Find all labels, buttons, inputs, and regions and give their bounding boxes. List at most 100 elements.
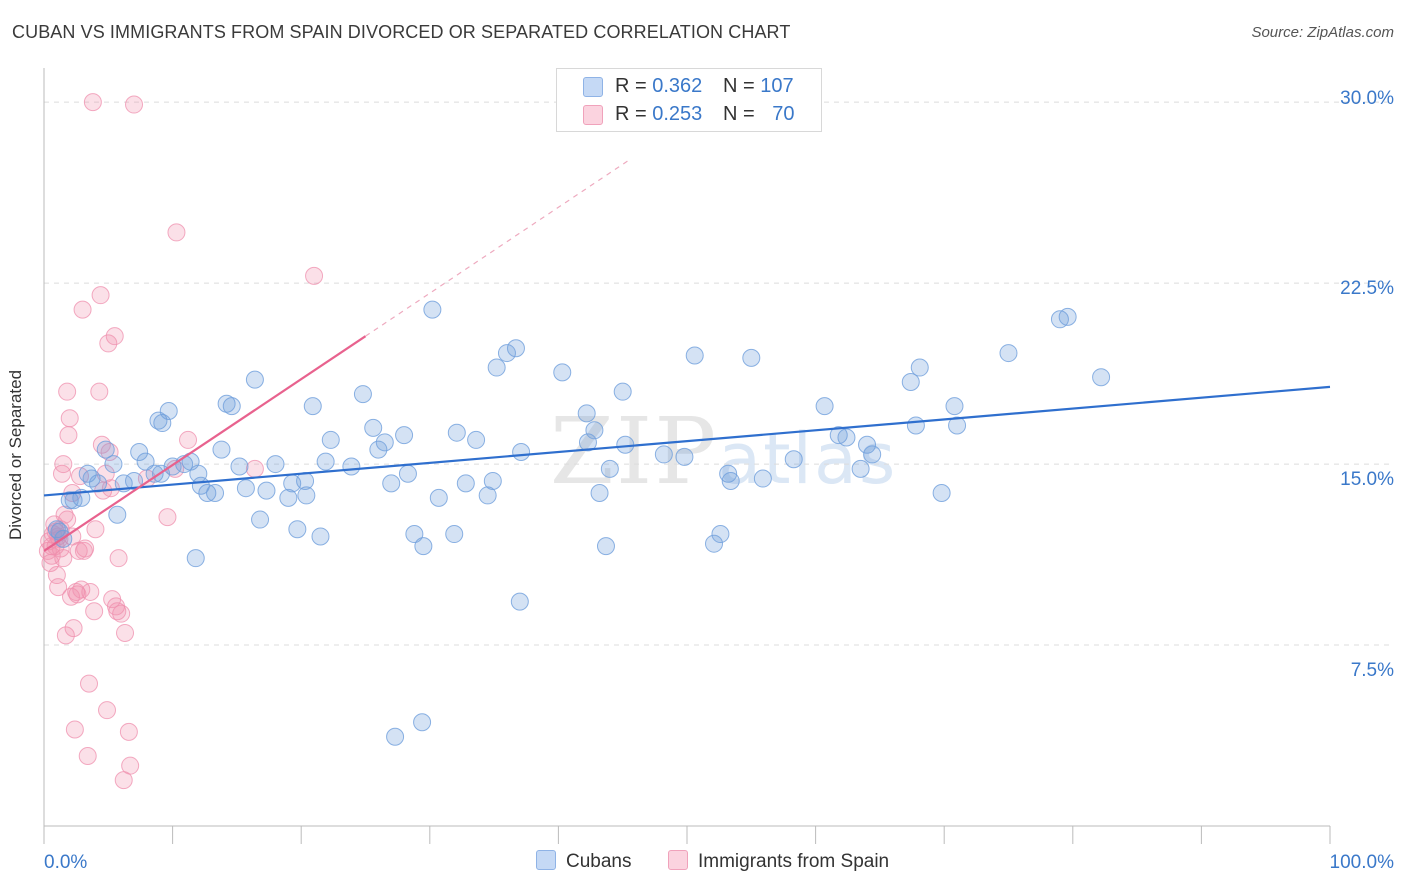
spain-point bbox=[65, 720, 84, 739]
spain-point bbox=[76, 539, 95, 558]
spain-point bbox=[105, 327, 124, 346]
cuban-point bbox=[64, 491, 83, 510]
spain-point bbox=[116, 623, 135, 642]
cuban-point bbox=[413, 713, 432, 732]
cuban-point bbox=[311, 527, 330, 546]
spain-point bbox=[91, 286, 110, 305]
cuban-point bbox=[711, 525, 730, 544]
cuban-point bbox=[189, 464, 208, 483]
cuban-point bbox=[784, 450, 803, 469]
cuban-point bbox=[159, 401, 178, 420]
cuban-point bbox=[136, 452, 155, 471]
cuban-point bbox=[447, 423, 466, 442]
spain-trend-extension bbox=[365, 159, 630, 337]
spain-point bbox=[125, 95, 144, 114]
spain-point bbox=[49, 578, 68, 597]
legend-row-spain: R = 0.253 N = 70 bbox=[557, 101, 821, 129]
cuban-point bbox=[478, 486, 497, 505]
n-value: 107 bbox=[760, 75, 794, 97]
cuban-point bbox=[245, 370, 264, 389]
cuban-point bbox=[721, 471, 740, 490]
cuban-point bbox=[145, 464, 164, 483]
cuban-point bbox=[206, 484, 225, 503]
spain-point bbox=[112, 604, 131, 623]
cuban-point bbox=[705, 534, 724, 553]
y-tick-label: 22.5% bbox=[1340, 278, 1394, 299]
cuban-point bbox=[837, 428, 856, 447]
cuban-point bbox=[47, 520, 66, 539]
cuban-point bbox=[901, 373, 920, 392]
cuban-point bbox=[815, 397, 834, 416]
cubans-trend-line bbox=[43, 385, 1331, 497]
cuban-point bbox=[497, 344, 516, 363]
cuban-point bbox=[303, 397, 322, 416]
x-tick-label: 0.0% bbox=[44, 852, 88, 873]
cuban-point bbox=[675, 447, 694, 466]
spain-legend-swatch bbox=[668, 850, 688, 870]
n-label: N = bbox=[723, 103, 761, 125]
r-label: R = bbox=[615, 75, 653, 97]
cuban-point bbox=[906, 416, 925, 435]
cuban-point bbox=[600, 459, 619, 478]
cuban-point bbox=[613, 382, 632, 401]
cuban-point bbox=[685, 346, 704, 365]
legend-item-spain: Immigrants from Spain bbox=[668, 850, 889, 873]
spain-point bbox=[55, 505, 74, 524]
spain-point bbox=[158, 508, 177, 527]
cuban-point bbox=[742, 348, 761, 367]
cuban-point bbox=[279, 488, 298, 507]
spain-swatch bbox=[583, 105, 603, 125]
y-tick-label: 7.5% bbox=[1350, 660, 1394, 681]
cuban-point bbox=[945, 397, 964, 416]
cuban-point bbox=[212, 440, 231, 459]
spain-point bbox=[167, 223, 186, 242]
gridlines bbox=[44, 101, 1392, 646]
cuban-point bbox=[108, 505, 127, 524]
spain-point bbox=[109, 549, 128, 568]
n-value: 70 bbox=[772, 103, 795, 125]
y-tick-label: 30.0% bbox=[1340, 88, 1394, 109]
stats-legend: R = 0.362 N = 107 R = 0.253 N = 70 bbox=[556, 68, 822, 132]
cuban-point bbox=[753, 469, 772, 488]
spain-point bbox=[80, 674, 99, 693]
legend-row-cubans: R = 0.362 N = 107 bbox=[557, 73, 821, 101]
axes bbox=[43, 68, 1331, 844]
cuban-point bbox=[487, 358, 506, 377]
cuban-point bbox=[553, 363, 572, 382]
spain-point bbox=[81, 582, 100, 601]
cuban-point bbox=[851, 459, 870, 478]
cuban-point bbox=[510, 592, 529, 611]
cuban-point bbox=[405, 525, 424, 544]
cuban-point bbox=[342, 457, 361, 476]
cuban-point bbox=[382, 474, 401, 493]
cuban-point bbox=[948, 416, 967, 435]
spain-point bbox=[54, 455, 73, 474]
cuban-point bbox=[1092, 368, 1111, 387]
cuban-point bbox=[999, 344, 1018, 363]
cuban-point bbox=[590, 484, 609, 503]
cuban-point bbox=[506, 339, 525, 358]
spain-point bbox=[73, 300, 92, 319]
cuban-point bbox=[483, 471, 502, 490]
spain-point bbox=[98, 701, 117, 720]
cuban-point bbox=[288, 520, 307, 539]
spain-point bbox=[53, 464, 72, 483]
cuban-point bbox=[257, 481, 276, 500]
cuban-point bbox=[395, 426, 414, 445]
spain-point bbox=[85, 602, 104, 621]
spain-points bbox=[38, 93, 324, 790]
spain-point bbox=[245, 459, 264, 478]
cuban-point bbox=[96, 440, 115, 459]
cuban-point bbox=[858, 435, 877, 454]
cuban-point bbox=[266, 455, 285, 474]
chart-title: CUBAN VS IMMIGRANTS FROM SPAIN DIVORCED … bbox=[12, 22, 791, 42]
cuban-point bbox=[198, 484, 217, 503]
x-tick-label: 100.0% bbox=[1329, 852, 1394, 873]
y-axis-label: Divorced or Separated bbox=[6, 369, 25, 541]
spain-point bbox=[96, 464, 115, 483]
spain-point bbox=[60, 409, 79, 428]
spain-point bbox=[78, 747, 97, 766]
spain-point bbox=[86, 520, 105, 539]
spain-point bbox=[83, 93, 102, 112]
